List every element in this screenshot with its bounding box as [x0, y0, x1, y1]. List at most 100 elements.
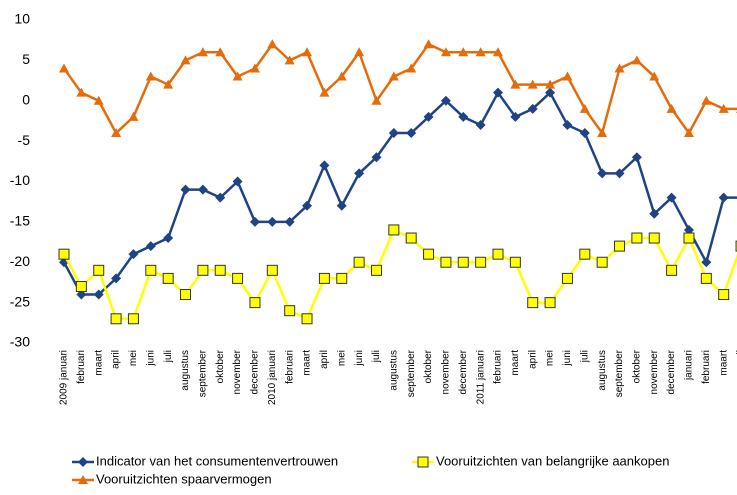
data-point	[128, 111, 139, 121]
legend-label: Vooruitzichten spaarvermogen	[96, 471, 272, 486]
y-tick-label: -20	[10, 253, 30, 269]
data-point	[423, 248, 435, 260]
data-point	[579, 103, 590, 113]
data-point	[180, 289, 192, 301]
x-tick-label: september	[198, 349, 209, 397]
x-tick-label: april	[527, 350, 538, 369]
x-tick-label: 2010 januari	[267, 350, 278, 405]
legend-marker	[417, 456, 429, 468]
data-point	[666, 264, 678, 276]
data-point	[284, 55, 295, 65]
x-tick-label: oktober	[632, 349, 643, 383]
data-point	[562, 119, 573, 130]
data-point	[457, 256, 469, 268]
series-line	[62, 228, 737, 321]
data-point	[666, 192, 677, 203]
x-tick-label: mei	[545, 350, 556, 366]
data-point	[336, 200, 347, 211]
data-point	[163, 233, 174, 244]
data-point	[527, 103, 538, 114]
x-tick-label: juli	[163, 350, 174, 363]
data-point	[579, 128, 590, 139]
data-point	[301, 313, 313, 325]
data-point	[509, 256, 521, 268]
x-tick-label: december	[666, 349, 677, 394]
data-point	[249, 63, 260, 73]
data-point	[700, 272, 712, 284]
x-tick-label: augustus	[597, 350, 608, 391]
data-point	[545, 87, 556, 98]
x-tick-label: november	[649, 349, 660, 394]
data-point	[544, 297, 556, 309]
data-point	[718, 192, 729, 203]
data-point	[319, 160, 330, 171]
x-tick-label: mei	[128, 350, 139, 366]
data-point	[249, 216, 260, 227]
data-point	[266, 264, 278, 276]
x-tick-label: juni	[354, 350, 365, 367]
data-point	[336, 272, 348, 284]
y-tick-label: 5	[22, 51, 30, 67]
data-point	[423, 111, 434, 122]
data-point	[267, 39, 278, 49]
data-point	[93, 95, 104, 105]
x-tick-label: maart	[302, 350, 313, 376]
data-point	[302, 47, 313, 57]
y-tick-label: -5	[18, 132, 31, 148]
data-point	[510, 79, 521, 89]
data-point	[596, 256, 608, 268]
x-tick-label: juli	[371, 350, 382, 363]
x-tick-label: juni	[145, 350, 156, 367]
data-point	[475, 47, 486, 57]
legend-label: Vooruitzichten van belangrijke aankopen	[436, 453, 669, 468]
data-point	[475, 256, 487, 268]
data-point	[458, 111, 469, 122]
data-point	[197, 264, 209, 276]
data-point	[111, 128, 122, 138]
data-point	[614, 240, 626, 252]
x-tick-label: augustus	[388, 350, 399, 391]
x-tick-label: februari	[76, 350, 87, 384]
x-tick-label: maart	[718, 350, 729, 376]
data-point	[631, 152, 642, 163]
data-point	[232, 176, 243, 187]
data-point	[597, 168, 608, 179]
data-point	[180, 184, 191, 195]
data-point	[197, 47, 208, 57]
x-tick-label: april	[736, 350, 737, 369]
x-tick-label: maart	[93, 350, 104, 376]
data-point	[458, 47, 469, 57]
data-point	[631, 232, 643, 244]
data-point	[701, 95, 712, 105]
data-point	[701, 257, 712, 268]
x-tick-label: augustus	[180, 350, 191, 391]
data-point	[388, 224, 400, 236]
data-point	[440, 47, 451, 57]
data-point	[493, 87, 503, 98]
x-tick-label: september	[406, 349, 417, 397]
data-point	[718, 289, 730, 301]
x-tick-label: februari	[493, 350, 504, 384]
data-point	[162, 272, 174, 284]
series-line	[62, 90, 737, 296]
data-point	[336, 71, 347, 81]
data-point	[423, 39, 434, 49]
data-point	[354, 168, 365, 179]
data-point	[76, 289, 87, 300]
data-point	[180, 55, 191, 65]
data-point	[215, 192, 226, 203]
data-point	[388, 71, 399, 81]
data-point	[406, 128, 417, 139]
data-point	[440, 256, 452, 268]
data-point	[561, 272, 573, 284]
data-point	[371, 95, 382, 105]
data-point	[683, 224, 694, 235]
data-point	[718, 103, 729, 113]
data-point	[75, 280, 87, 292]
x-tick-label: oktober	[215, 349, 226, 383]
x-tick-label: november	[441, 349, 452, 394]
data-point	[666, 103, 677, 113]
x-tick-label: november	[232, 349, 243, 394]
data-point	[163, 79, 174, 89]
